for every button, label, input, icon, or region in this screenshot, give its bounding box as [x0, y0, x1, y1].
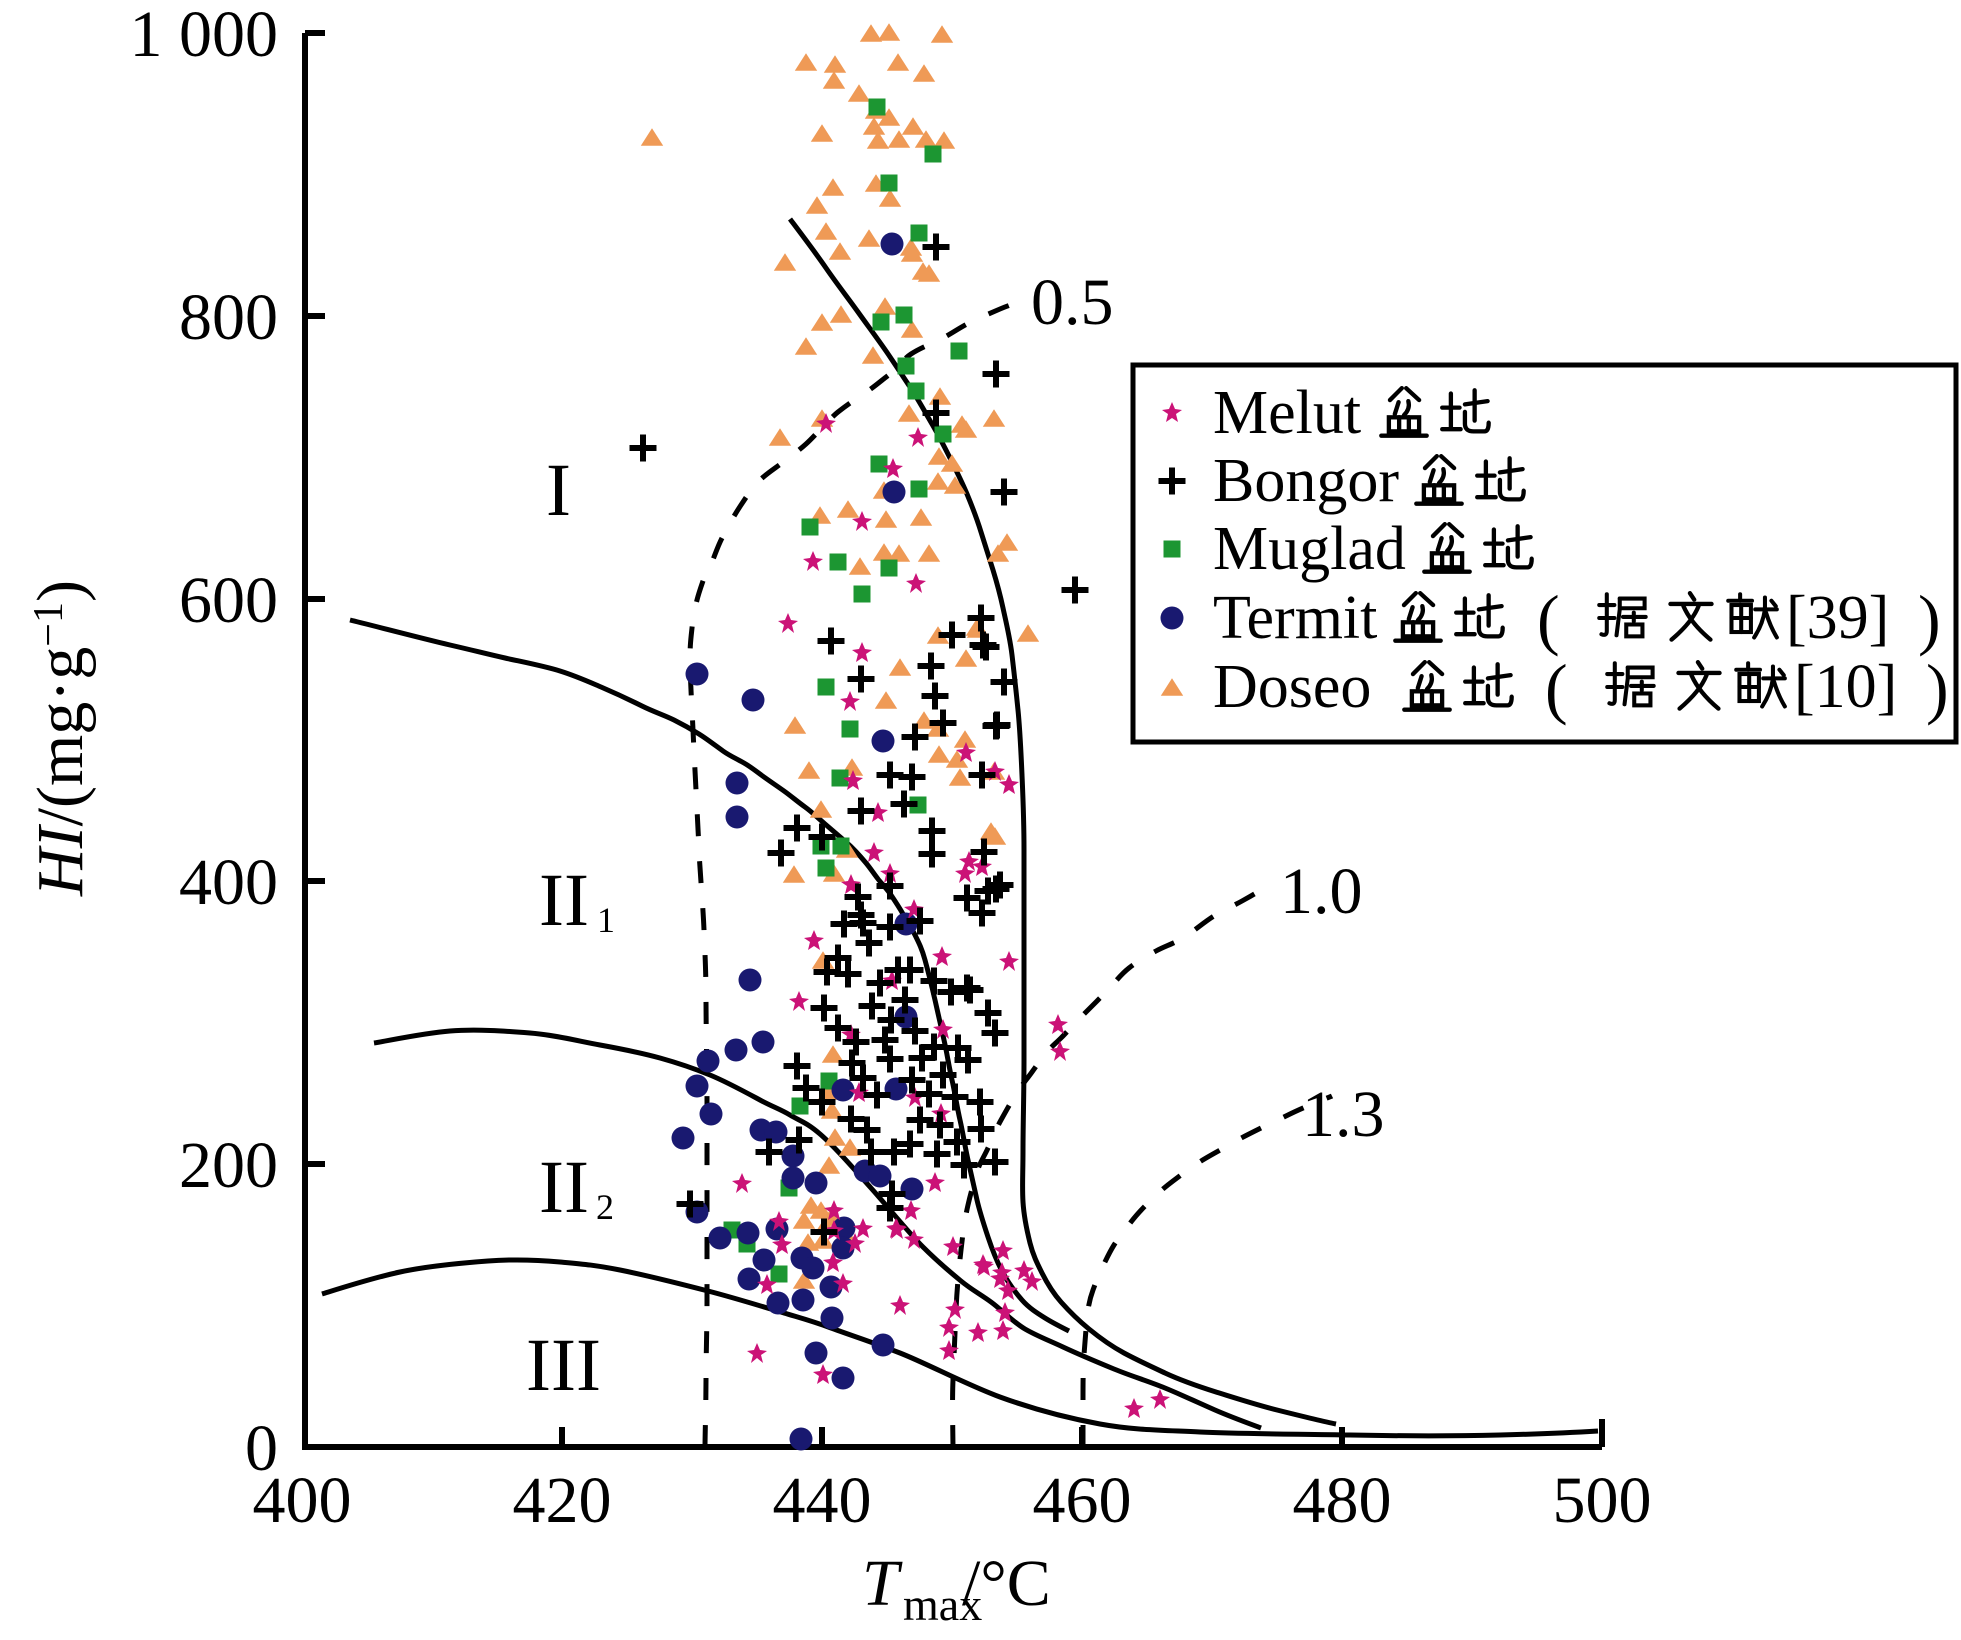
svg-text:[10]: [10] [1794, 653, 1897, 721]
svg-text:(: ( [1545, 650, 1568, 726]
svg-text:HI/(mg·g−1): HI/(mg·g−1) [24, 580, 97, 897]
svg-text:400: 400 [179, 846, 278, 919]
svg-text:600: 600 [179, 564, 278, 637]
svg-text:1.3: 1.3 [1302, 1078, 1385, 1151]
svg-text:): ) [1918, 581, 1941, 657]
svg-text:): ) [1926, 650, 1949, 726]
svg-text:III: III [526, 1324, 601, 1407]
svg-text:420: 420 [513, 1464, 612, 1537]
svg-text:440: 440 [773, 1464, 872, 1537]
svg-text:1 000: 1 000 [130, 0, 279, 71]
svg-text:200: 200 [179, 1129, 278, 1202]
svg-text:400: 400 [253, 1464, 352, 1537]
svg-text:Melut: Melut [1213, 379, 1361, 447]
svg-text:500: 500 [1553, 1464, 1652, 1537]
svg-text:480: 480 [1293, 1464, 1392, 1537]
svg-text:800: 800 [179, 281, 278, 354]
svg-text:II: II [539, 859, 589, 942]
svg-text:0.5: 0.5 [1031, 266, 1114, 339]
svg-text:1.0: 1.0 [1280, 855, 1363, 928]
svg-text:1: 1 [597, 900, 615, 940]
svg-text:460: 460 [1033, 1464, 1132, 1537]
svg-text:Termit: Termit [1213, 584, 1377, 652]
svg-text:T: T [862, 1547, 903, 1620]
svg-text:2: 2 [596, 1187, 614, 1227]
svg-text:I: I [546, 449, 571, 532]
svg-text:(: ( [1537, 581, 1560, 657]
svg-text:max: max [903, 1579, 982, 1630]
svg-text:Doseo: Doseo [1213, 653, 1371, 721]
svg-text:[39]: [39] [1786, 584, 1889, 652]
svg-text:Bongor: Bongor [1213, 447, 1399, 515]
svg-text:II: II [539, 1146, 589, 1229]
svg-text:0: 0 [245, 1412, 278, 1485]
svg-text:Muglad: Muglad [1213, 515, 1406, 583]
svg-text:/°C: /°C [962, 1547, 1051, 1620]
